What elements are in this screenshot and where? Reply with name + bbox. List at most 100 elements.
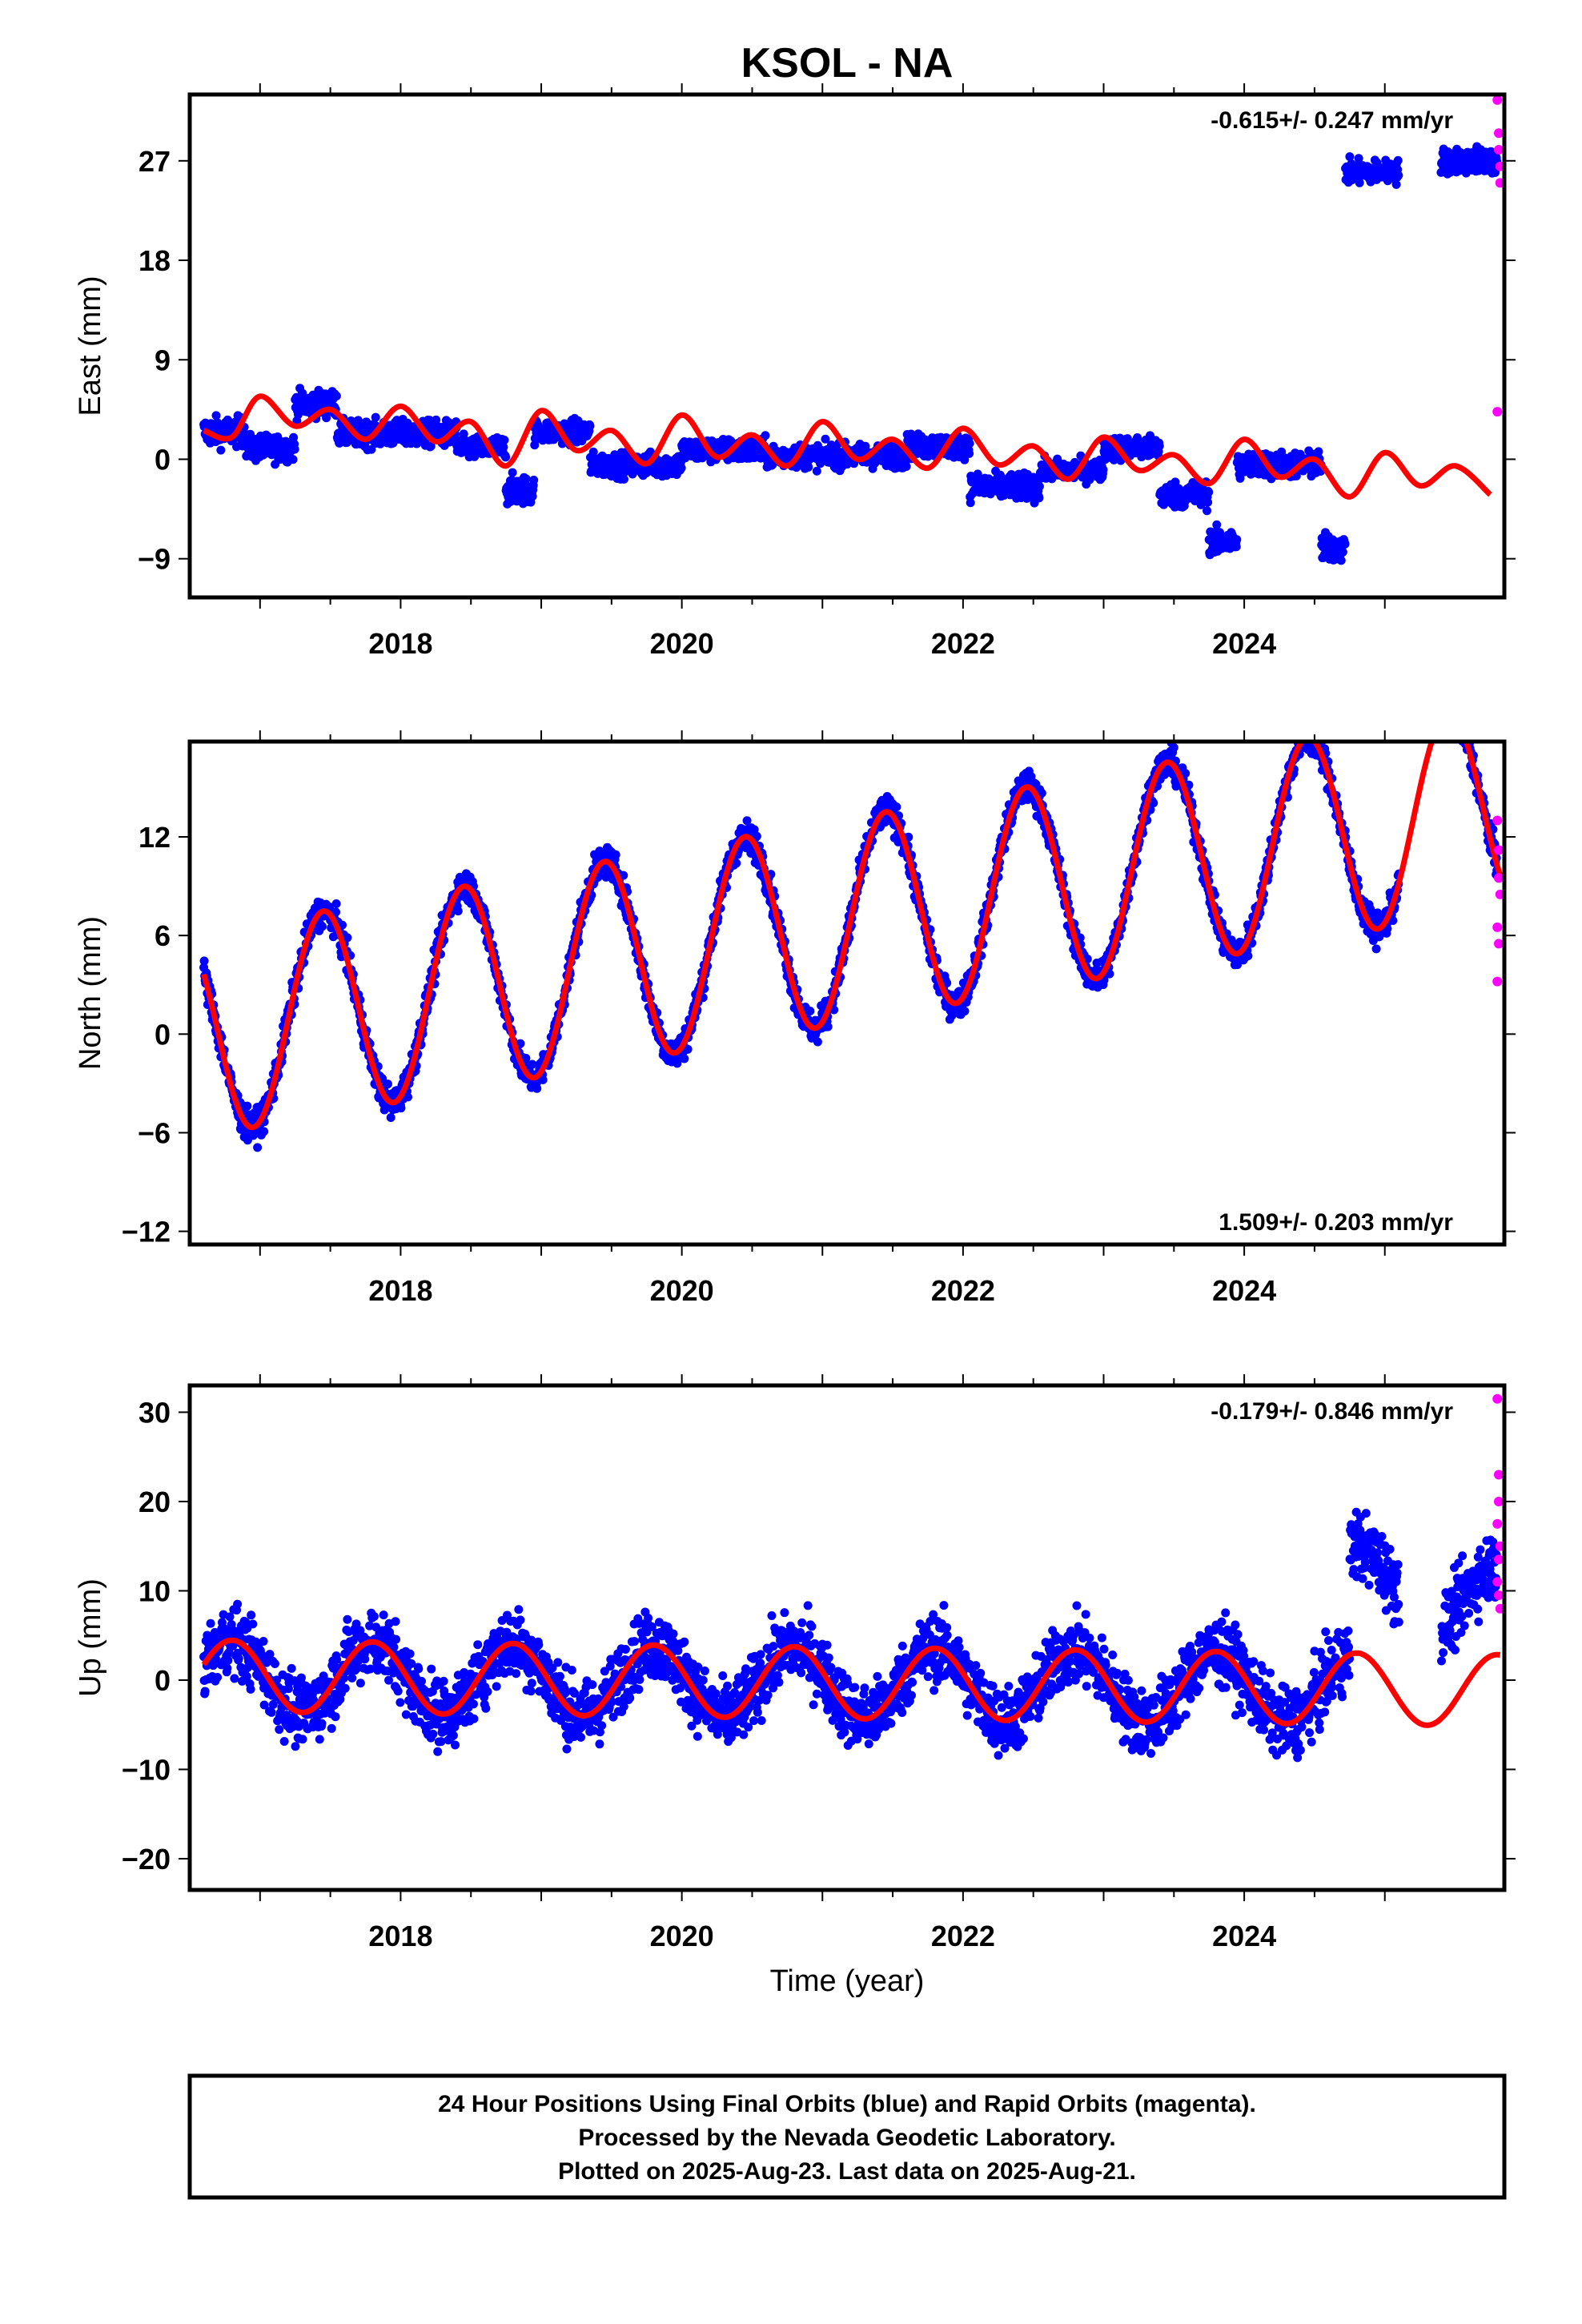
final-orbit-point bbox=[1345, 152, 1355, 162]
final-orbit-point bbox=[966, 498, 975, 508]
final-orbit-point bbox=[211, 411, 221, 420]
final-orbit-point bbox=[973, 469, 982, 479]
x-tick-label: 2020 bbox=[650, 1274, 714, 1307]
rapid-orbit-point bbox=[1492, 407, 1503, 417]
y-tick-label: 9 bbox=[155, 344, 171, 376]
final-orbit-point bbox=[521, 1053, 531, 1063]
final-orbit-point bbox=[216, 445, 226, 455]
final-orbit-point bbox=[426, 441, 436, 451]
final-orbit-point bbox=[521, 474, 531, 484]
final-orbit-point bbox=[965, 448, 974, 458]
rapid-orbit-point bbox=[1495, 178, 1504, 188]
final-orbit-point bbox=[528, 1059, 537, 1069]
final-orbit-point bbox=[1340, 539, 1350, 549]
final-orbit-point bbox=[823, 1022, 833, 1031]
y-tick-label: 0 bbox=[155, 443, 171, 476]
final-orbit-point bbox=[532, 1084, 542, 1093]
final-orbit-point bbox=[516, 1039, 525, 1048]
final-orbit-point bbox=[619, 870, 628, 880]
final-orbit-point bbox=[1231, 542, 1241, 552]
final-orbit-point bbox=[290, 444, 299, 454]
y-tick-label: 12 bbox=[139, 821, 171, 854]
final-orbit-point bbox=[383, 1080, 392, 1089]
y-axis-label: North (mm) bbox=[74, 916, 107, 1070]
rapid-orbit-point bbox=[1492, 94, 1503, 105]
final-orbit-point bbox=[812, 466, 821, 476]
final-orbit-point bbox=[199, 956, 209, 966]
x-tick-label: 2024 bbox=[1212, 1274, 1276, 1307]
y-axis-label: East (mm) bbox=[74, 275, 107, 416]
final-orbit-point bbox=[619, 474, 628, 484]
y-tick-label: 6 bbox=[155, 919, 171, 952]
final-orbit-point bbox=[680, 1054, 689, 1063]
final-orbit-point bbox=[1338, 547, 1347, 557]
final-orbit-point bbox=[362, 417, 371, 427]
final-orbit-point bbox=[343, 933, 352, 943]
x-tick-label: 2018 bbox=[368, 627, 432, 660]
chart-title: KSOL - NA bbox=[741, 40, 954, 86]
final-orbit-point bbox=[901, 462, 911, 472]
final-orbit-point bbox=[1034, 481, 1044, 491]
final-orbit-point bbox=[749, 825, 759, 834]
y-tick-label: −12 bbox=[122, 1216, 171, 1248]
final-orbit-point bbox=[322, 413, 331, 423]
x-tick-label: 2018 bbox=[368, 1274, 432, 1307]
final-orbit-point bbox=[289, 432, 299, 442]
final-orbit-point bbox=[371, 412, 380, 422]
final-orbit-point bbox=[1098, 465, 1108, 475]
final-orbit-point bbox=[1204, 488, 1214, 497]
final-orbit-point bbox=[1355, 178, 1364, 187]
final-orbit-point bbox=[453, 907, 463, 916]
final-orbit-point bbox=[683, 1044, 693, 1054]
final-orbit-point bbox=[960, 1007, 970, 1016]
final-orbit-point bbox=[804, 462, 813, 472]
final-orbit-point bbox=[1034, 493, 1044, 503]
final-orbit-point bbox=[331, 899, 341, 908]
y-tick-label: −6 bbox=[138, 1116, 171, 1149]
final-orbit-point bbox=[821, 434, 830, 444]
model-fit-line bbox=[203, 393, 1492, 500]
final-orbit-point bbox=[501, 452, 511, 462]
rate-annotation: -0.615+/- 0.247 mm/yr bbox=[1211, 107, 1453, 134]
x-tick-label: 2024 bbox=[1212, 627, 1276, 660]
final-orbit-point bbox=[508, 468, 517, 477]
final-orbit-point bbox=[1235, 473, 1245, 483]
y-tick-label: −9 bbox=[138, 543, 171, 576]
final-orbit-point bbox=[259, 1127, 269, 1136]
panel-frame bbox=[187, 92, 1507, 600]
final-orbit-point bbox=[1491, 167, 1500, 177]
final-orbit-point bbox=[499, 442, 508, 452]
x-tick-label: 2022 bbox=[931, 1274, 995, 1307]
x-tick-label: 2020 bbox=[650, 627, 714, 660]
rapid-orbit-point bbox=[1493, 128, 1504, 139]
final-orbit-point bbox=[367, 444, 376, 454]
final-orbit-point bbox=[403, 1092, 412, 1102]
final-orbit-point bbox=[253, 1143, 263, 1152]
final-orbit-point bbox=[965, 439, 974, 448]
final-orbit-point bbox=[1393, 155, 1403, 165]
final-orbit-point bbox=[396, 1104, 406, 1113]
final-orbit-point bbox=[538, 1075, 548, 1084]
rapid-orbit-point bbox=[1493, 145, 1504, 155]
final-orbit-point bbox=[1154, 441, 1164, 451]
final-orbit-point bbox=[805, 1007, 815, 1016]
final-orbit-point bbox=[942, 979, 952, 988]
final-orbit-point bbox=[752, 831, 761, 841]
final-orbit-point bbox=[813, 1037, 822, 1047]
final-orbit-point bbox=[1354, 154, 1363, 163]
x-tick-label: 2022 bbox=[931, 627, 995, 660]
final-orbit-point bbox=[611, 850, 620, 859]
final-orbit-point bbox=[1232, 535, 1242, 545]
final-orbit-point bbox=[1391, 179, 1401, 189]
final-orbit-point bbox=[288, 455, 298, 464]
final-orbit-point bbox=[761, 431, 770, 440]
final-orbit-point bbox=[318, 922, 327, 931]
final-orbit-point bbox=[243, 1101, 252, 1111]
final-orbit-point bbox=[677, 463, 686, 472]
final-orbit-point bbox=[500, 436, 509, 445]
final-orbit-point bbox=[528, 492, 537, 501]
final-orbit-point bbox=[432, 415, 441, 424]
final-orbit-point bbox=[588, 447, 598, 456]
